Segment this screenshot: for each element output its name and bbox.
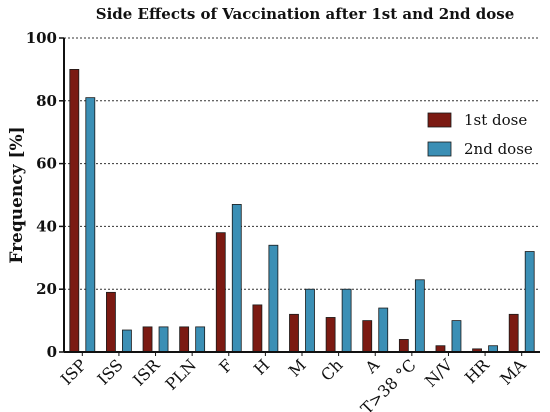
y-tick-label-0: 0 — [47, 343, 57, 361]
x-tick-label-0: ISP — [57, 355, 90, 388]
x-tick-label-5: H — [250, 355, 273, 378]
y-tick-labels: 0 20 40 60 80 100 — [26, 29, 57, 361]
legend-swatch-2 — [427, 141, 452, 157]
bar-dose1-0 — [69, 69, 80, 353]
x-tick-label-8: A — [361, 355, 384, 378]
bar-dose2-5 — [268, 244, 279, 353]
bar-dose2-7 — [341, 288, 352, 353]
bar-dose2-3 — [195, 326, 206, 353]
x-tick-label-4: F — [215, 355, 236, 376]
x-tick-label-11: HR — [461, 355, 493, 387]
x-tick-label-10: N/V — [421, 355, 457, 391]
x-tick-label-6: M — [285, 355, 310, 380]
bar-dose1-3 — [179, 326, 190, 353]
bar-dose1-6 — [289, 313, 299, 353]
y-tick-label-60: 60 — [36, 155, 57, 173]
legend-swatch-1 — [427, 112, 452, 128]
bar-dose1-9 — [398, 339, 409, 353]
bar-dose2-9 — [414, 279, 425, 353]
bar-dose2-6 — [305, 288, 315, 353]
x-tick-label-3: PLN — [162, 355, 200, 393]
bar-dose2-0 — [85, 97, 96, 353]
gridlines — [64, 37, 540, 290]
y-tick-label-20: 20 — [36, 280, 57, 298]
bar-dose1-7 — [325, 317, 336, 353]
bar-dose2-4 — [231, 204, 242, 353]
y-tick-label-40: 40 — [36, 217, 57, 235]
bar-dose2-12 — [524, 251, 535, 353]
bars — [69, 69, 535, 353]
legend: 1st dose 2nd dose — [427, 111, 533, 158]
bar-dose2-2 — [158, 326, 169, 353]
legend-label-1: 1st dose — [464, 111, 527, 129]
x-tick-label-1: ISS — [94, 355, 127, 388]
bar-dose1-4 — [215, 232, 226, 353]
x-tick-label-7: Ch — [317, 355, 346, 384]
y-axis-label: Frequency [%] — [7, 126, 27, 263]
axes — [59, 37, 540, 356]
bar-dose1-5 — [252, 304, 263, 353]
bar-dose2-8 — [378, 307, 389, 353]
y-tick-label-100: 100 — [26, 29, 57, 47]
chart-title: Side Effects of Vaccination after 1st an… — [96, 5, 514, 23]
bar-dose1-1 — [106, 291, 116, 353]
bar-dose1-8 — [362, 320, 373, 353]
bar-dose2-1 — [122, 329, 132, 353]
bar-dose1-2 — [142, 326, 153, 353]
x-tick-label-12: MA — [496, 355, 530, 389]
bar-dose1-12 — [508, 313, 519, 353]
legend-label-2: 2nd dose — [464, 140, 533, 158]
x-tick-label-2: ISR — [129, 355, 164, 390]
y-tick-label-80: 80 — [36, 92, 57, 110]
bar-dose2-10 — [451, 320, 462, 353]
